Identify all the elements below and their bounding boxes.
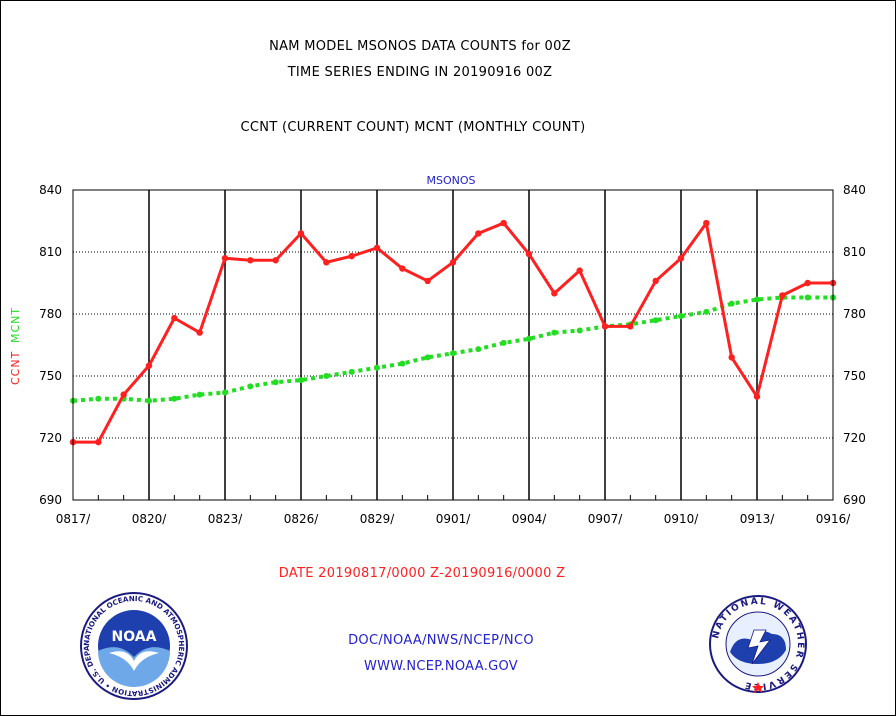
data-point-mcnt	[95, 395, 102, 402]
data-point-mcnt	[247, 383, 254, 390]
plot-title: MSONOS	[426, 174, 475, 187]
x-tick-label: 0916/	[816, 512, 852, 526]
chart-title-line-2: TIME SERIES ENDING IN 20190916 00Z	[287, 65, 553, 80]
data-point-mcnt	[298, 377, 304, 384]
y-axis-label-mcnt: MCNT	[9, 307, 22, 343]
data-point-mcnt	[348, 368, 355, 375]
chart-title-line-1: NAM MODEL MSONOS DATA COUNTS for 00Z	[269, 39, 571, 54]
data-point-mcnt	[728, 300, 735, 307]
x-tick-label: 0901/	[436, 512, 472, 526]
data-point-ccnt	[601, 323, 609, 330]
y-tick-label-right: 690	[843, 493, 866, 507]
data-point-ccnt	[424, 277, 431, 285]
data-point-mcnt	[703, 308, 710, 315]
y-axis-label-ccnt: CCNT	[9, 351, 22, 385]
x-tick-label: 0826/	[284, 512, 320, 526]
url-footer: WWW.NCEP.NOAA.GOV	[363, 659, 519, 674]
data-point-mcnt	[323, 373, 330, 379]
data-point-mcnt	[374, 364, 380, 371]
chart-title-line-3: CCNT (CURRENT COUNT) MCNT (MONTHLY COUNT…	[240, 120, 586, 135]
data-point-ccnt	[348, 252, 355, 260]
data-point-mcnt	[500, 339, 507, 346]
y-tick-label-left: 780	[39, 307, 62, 321]
x-tick-label: 0913/	[740, 512, 776, 526]
data-point-mcnt	[804, 294, 811, 301]
data-point-ccnt	[804, 279, 811, 287]
y-tick-label-right: 810	[843, 245, 866, 259]
data-point-mcnt	[652, 317, 659, 324]
data-point-ccnt	[373, 244, 381, 252]
data-point-mcnt	[146, 397, 152, 404]
data-point-ccnt	[779, 292, 786, 299]
y-tick-label-right: 840	[843, 183, 866, 197]
data-point-mcnt	[450, 350, 456, 357]
y-tick-label-left: 840	[39, 183, 62, 197]
data-point-mcnt	[754, 296, 760, 303]
y-tick-label-right: 750	[843, 369, 866, 383]
data-point-mcnt	[475, 346, 482, 353]
data-point-ccnt	[551, 290, 558, 297]
y-tick-label-right: 720	[843, 431, 866, 445]
data-point-ccnt	[247, 257, 254, 264]
data-point-mcnt	[424, 354, 431, 361]
noaa-logo: NATIONAL OCEANIC AND ATMOSPHERIC ADMINIS…	[79, 591, 188, 700]
data-point-ccnt	[323, 259, 330, 266]
data-point-mcnt	[576, 327, 583, 334]
y-tick-label-left: 690	[39, 493, 62, 507]
y-tick-label-left: 720	[39, 431, 62, 445]
data-point-ccnt	[196, 329, 203, 336]
axis-labels: 690 690 720 720 750 750 780 780 810 810 840 840 0817…	[39, 183, 866, 526]
data-point-mcnt	[678, 313, 684, 320]
y-tick-label-left: 750	[39, 369, 62, 383]
data-point-ccnt	[272, 257, 279, 264]
y-tick-label-right: 780	[843, 307, 866, 321]
data-point-ccnt	[753, 393, 761, 400]
data-point-mcnt	[222, 389, 228, 396]
data-point-ccnt	[728, 354, 735, 361]
data-point-ccnt	[120, 391, 127, 398]
series-layer	[69, 219, 837, 446]
x-tick-label: 0904/	[512, 512, 548, 526]
data-point-ccnt	[677, 255, 685, 262]
data-point-mcnt	[551, 329, 558, 336]
data-point-mcnt	[171, 395, 178, 402]
x-tick-label: 0820/	[132, 512, 168, 526]
nws-logo: NATIONAL WEATHER SERVICE	[709, 595, 807, 693]
x-tick-label: 0817/	[56, 512, 92, 526]
data-point-ccnt	[399, 265, 406, 272]
time-series-chart: 690 690 720 720 750 750 780 780 810 810 840 840 0817…	[9, 174, 866, 526]
data-point-ccnt	[449, 259, 457, 266]
noaa-logo-label: NOAA	[112, 629, 157, 645]
data-point-ccnt	[297, 230, 305, 237]
data-point-ccnt	[627, 323, 634, 330]
data-point-ccnt	[703, 219, 710, 227]
data-point-ccnt	[500, 219, 507, 227]
data-point-ccnt	[171, 314, 178, 322]
data-point-ccnt	[145, 362, 153, 369]
grid-lines	[72, 189, 834, 500]
y-tick-label-left: 810	[39, 245, 62, 259]
data-point-ccnt	[475, 230, 482, 237]
data-point-mcnt	[399, 360, 406, 367]
data-point-mcnt	[272, 379, 279, 386]
org-footer: DOC/NOAA/NWS/NCEP/NCO	[348, 633, 534, 648]
plot-area-border	[72, 189, 834, 501]
data-point-ccnt	[652, 277, 659, 285]
x-tick-label: 0910/	[664, 512, 700, 526]
x-tick-label: 0829/	[360, 512, 396, 526]
data-point-ccnt	[221, 255, 229, 262]
data-point-ccnt	[525, 250, 533, 258]
data-point-mcnt	[526, 335, 532, 342]
date-range-footer: DATE 20190817/0000 Z-20190916/0000 Z	[278, 566, 566, 581]
x-tick-label: 0823/	[208, 512, 244, 526]
data-point-mcnt	[196, 391, 203, 398]
x-tick-label: 0907/	[588, 512, 624, 526]
data-point-ccnt	[95, 438, 102, 446]
data-point-ccnt	[576, 267, 583, 274]
